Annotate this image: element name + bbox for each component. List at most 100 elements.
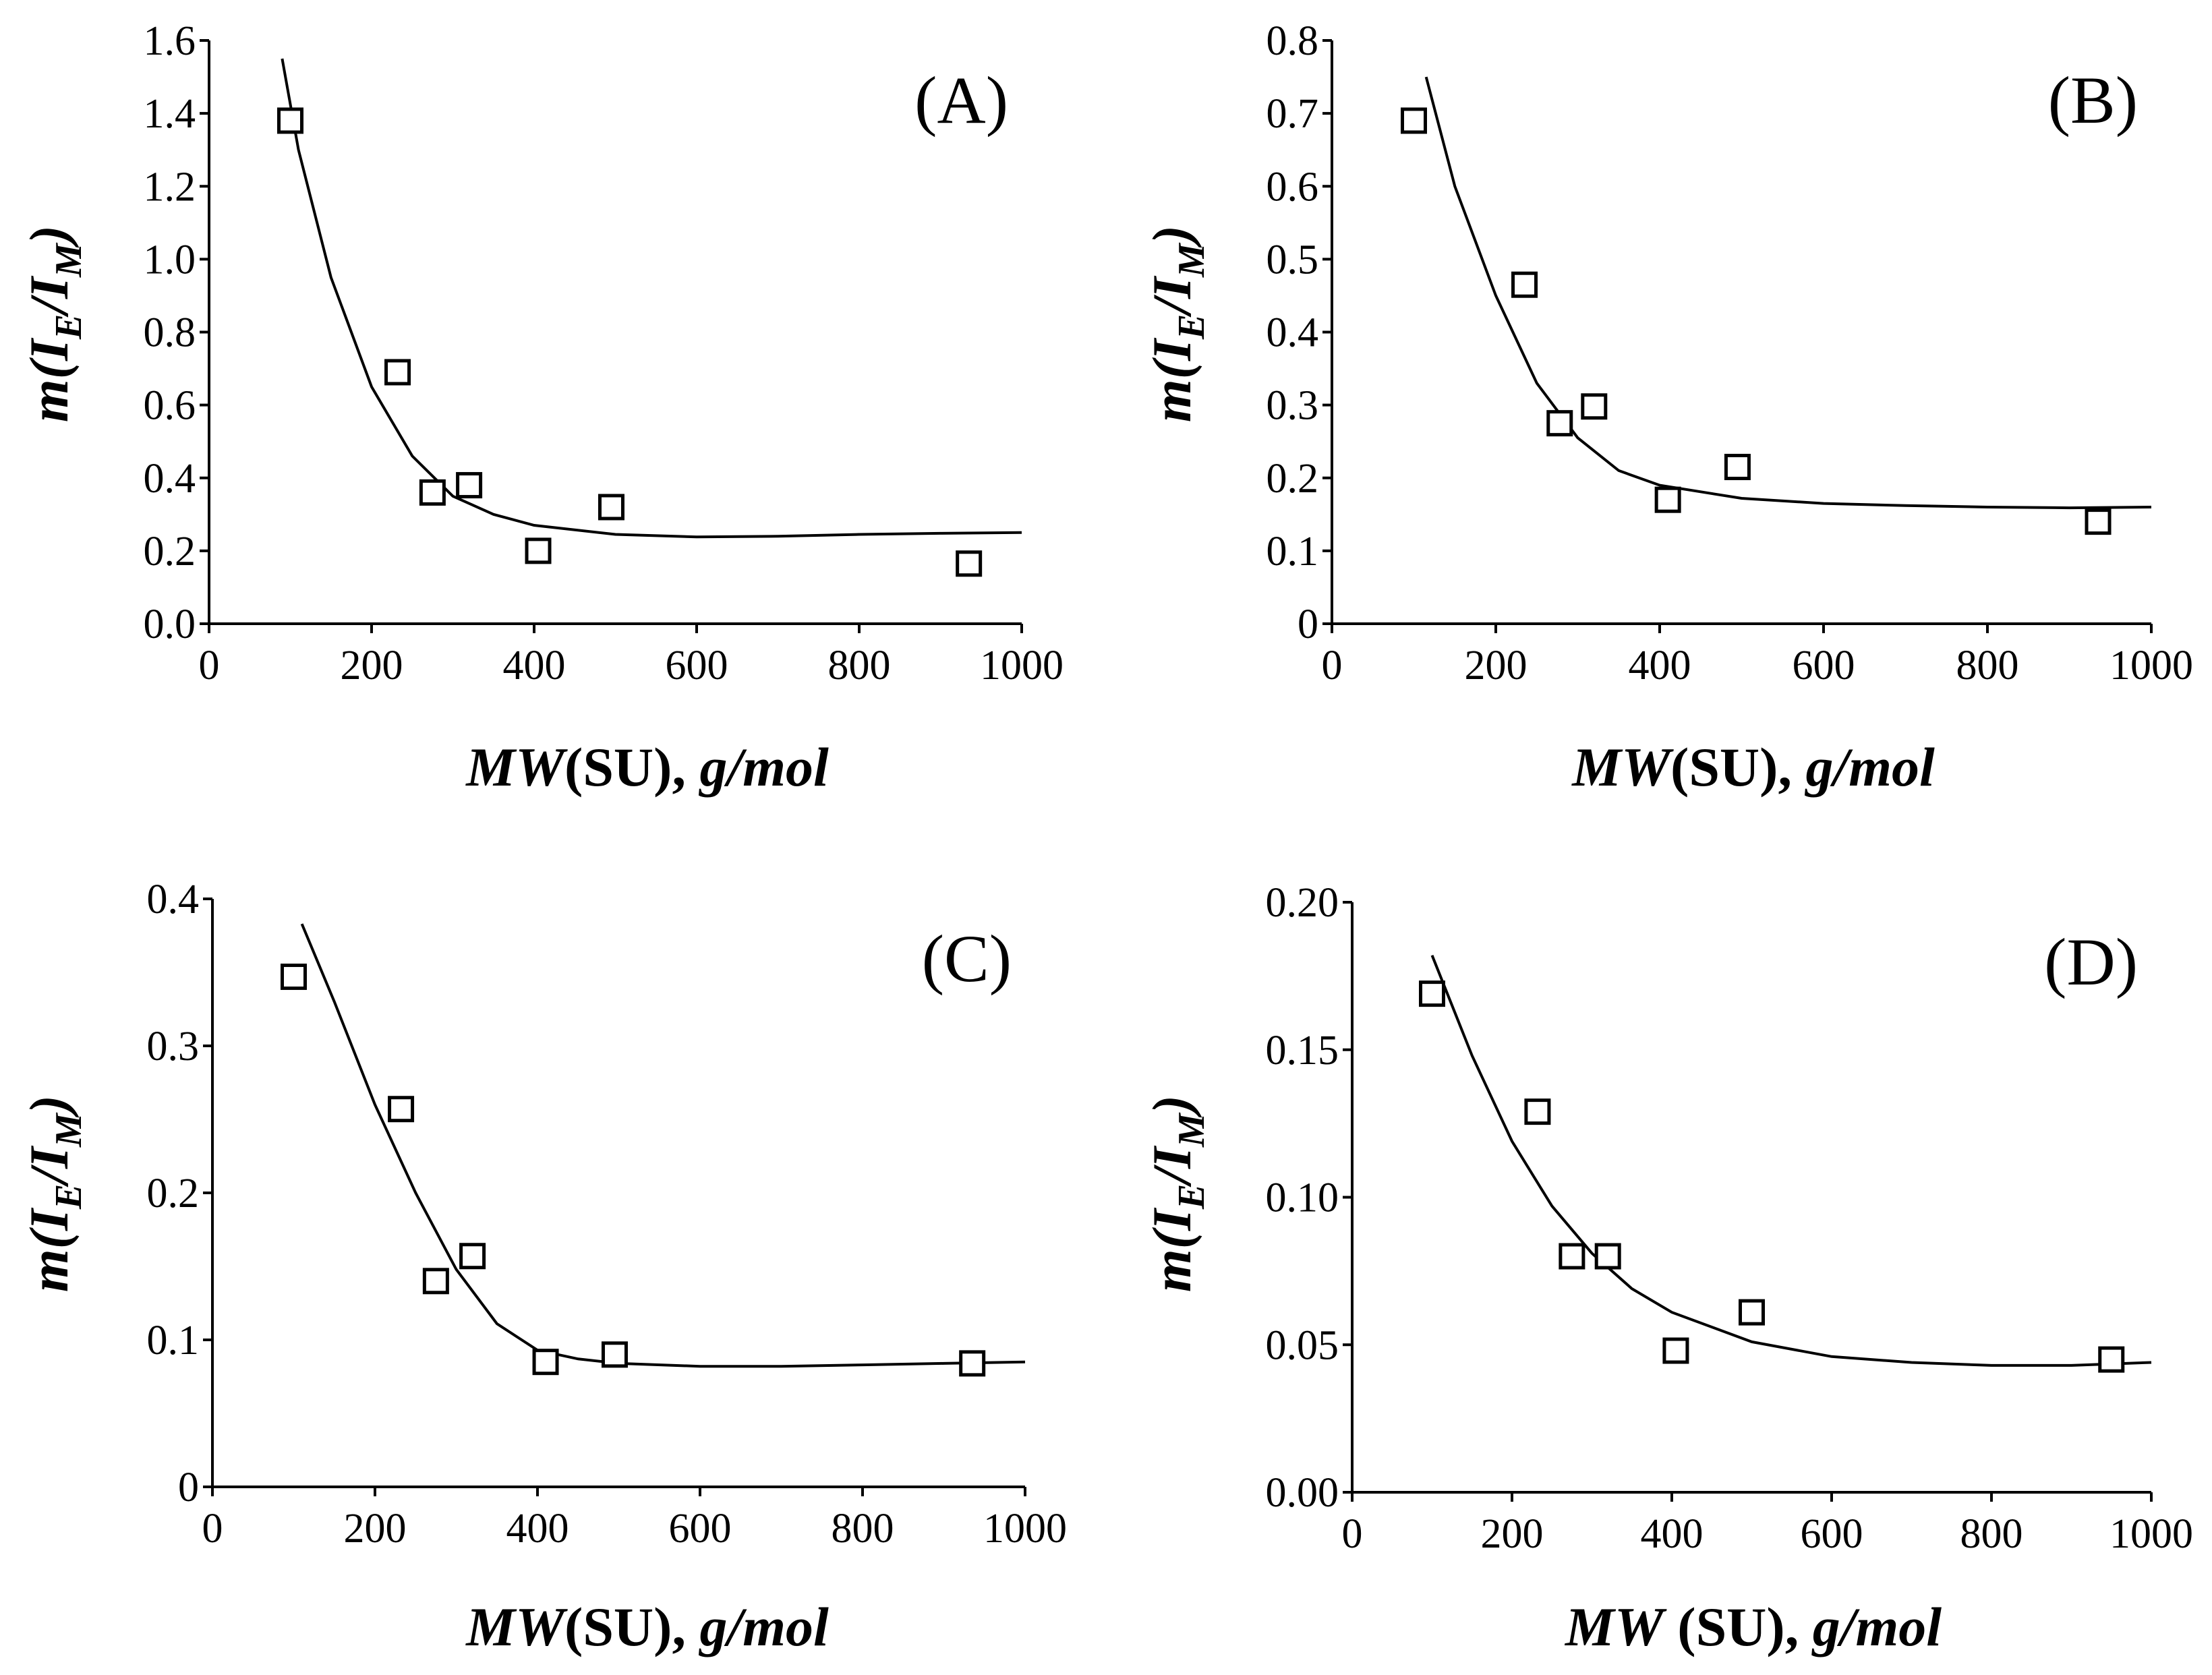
y-tick-label: 1.0 (144, 237, 196, 283)
data-point (1739, 1299, 1765, 1326)
x-tick-label: 600 (1793, 643, 1855, 688)
x-axis-title: MW(SU), g/mol (1571, 736, 1935, 798)
y-tick-label: 0 (1298, 601, 1318, 647)
x-axis-title: MW (SU), g/mol (1564, 1596, 1942, 1657)
x-tick-label: 1000 (983, 1506, 1067, 1552)
data-point (2098, 1346, 2125, 1373)
y-tick-label: 0.1 (1267, 529, 1319, 575)
x-tick-label: 600 (669, 1506, 732, 1552)
data-point (1419, 980, 1445, 1007)
data-point (1401, 107, 1427, 134)
data-point (1724, 454, 1751, 481)
data-point (422, 1268, 449, 1295)
y-tick-label: 0.3 (1267, 383, 1319, 429)
y-tick-label: 0.6 (1267, 164, 1319, 210)
x-tick-label: 400 (503, 643, 566, 688)
chart-panel-2: 0 0.1 0.2 0.3 0.4 0 200 400 600 800 1000 (C) MW(SU),… (18, 877, 1067, 1657)
x-tick-label: 800 (1960, 1511, 2023, 1557)
fit-curve (1430, 955, 2152, 1367)
y-tick-label: 0.2 (144, 529, 196, 575)
y-tick-label: 0.5 (1267, 237, 1319, 283)
y-tick-label: 1.4 (144, 91, 196, 137)
x-tick-label: 200 (1481, 1511, 1544, 1557)
y-tick-label: 0.7 (1267, 91, 1319, 137)
x-tick-label: 200 (1465, 643, 1527, 688)
panel-label: (C) (922, 921, 1012, 996)
data-point (532, 1349, 559, 1376)
panel-label: (B) (2048, 63, 2138, 138)
y-tick-label: 0.0 (144, 601, 196, 647)
y-tick-label: 0 (178, 1465, 199, 1510)
x-tick-label: 1000 (980, 643, 1064, 688)
data-point (1546, 410, 1573, 437)
y-tick-label: 0.8 (1267, 18, 1319, 64)
y-tick-label: 1.2 (144, 164, 196, 210)
x-tick-label: 800 (1956, 643, 2019, 688)
y-tick-label: 0.15 (1266, 1028, 1339, 1074)
data-point (459, 1243, 486, 1270)
data-point (1524, 1098, 1551, 1125)
x-axis-title: MW(SU), g/mol (465, 736, 829, 798)
y-tick-label: 0.4 (1267, 310, 1319, 356)
data-point (1654, 486, 1681, 513)
x-axis-title: MW(SU), g/mol (465, 1596, 829, 1657)
data-point (601, 1341, 628, 1368)
data-point (277, 107, 303, 134)
x-tick-label: 1000 (2109, 1511, 2193, 1557)
data-point (598, 494, 624, 521)
x-tick-label: 400 (1629, 643, 1691, 688)
y-tick-label: 0.1 (147, 1318, 200, 1363)
data-point (1594, 1243, 1621, 1270)
x-tick-label: 200 (341, 643, 403, 688)
y-tick-label: 0.3 (147, 1024, 200, 1069)
x-tick-label: 800 (828, 643, 891, 688)
panel-label: (D) (2044, 924, 2138, 999)
data-point (1511, 271, 1538, 298)
y-tick-label: 0.10 (1266, 1175, 1339, 1221)
y-tick-label: 0.2 (147, 1171, 200, 1216)
y-tick-label: 0.20 (1266, 880, 1339, 926)
x-tick-label: 600 (666, 643, 728, 688)
y-axis-title: m(IE/IM) (18, 225, 90, 422)
data-point (281, 964, 307, 991)
fit-curve (281, 58, 1022, 539)
data-point (1559, 1243, 1585, 1270)
data-point (1581, 393, 1608, 420)
x-tick-label: 400 (506, 1506, 569, 1552)
panel-label: (A) (914, 63, 1008, 138)
x-tick-label: 200 (344, 1506, 407, 1552)
data-point (2085, 508, 2112, 535)
chart-panel-3: 0.00 0.05 0.10 0.15 0.20 0 200 400 600 800 1000 (D)… (1141, 880, 2193, 1657)
x-tick-label: 0 (1322, 643, 1343, 688)
y-tick-label: 0.2 (1267, 456, 1319, 502)
data-point (456, 472, 483, 499)
y-tick-label: 1.6 (144, 18, 196, 64)
x-tick-label: 0 (1342, 1511, 1363, 1557)
y-axis-title: m(IE/IM) (1141, 1095, 1213, 1292)
data-point (956, 550, 983, 577)
y-tick-label: 0.05 (1266, 1322, 1339, 1368)
x-tick-label: 0 (199, 643, 220, 688)
x-tick-label: 0 (202, 1506, 223, 1552)
chart-panel-0: 0.0 0.2 0.4 0.6 0.8 1.0 1.2 1.4 1.6 0 200 400 600 800… (18, 18, 1064, 798)
x-tick-label: 800 (832, 1506, 894, 1552)
x-tick-label: 400 (1641, 1511, 1704, 1557)
y-tick-label: 0.4 (144, 456, 196, 502)
fit-curve (1424, 76, 2152, 510)
x-tick-label: 600 (1801, 1511, 1863, 1557)
data-point (525, 537, 552, 564)
data-point (959, 1350, 986, 1377)
data-point (388, 1096, 415, 1123)
data-point (419, 479, 446, 506)
chart-panel-1: 0 0.1 0.2 0.3 0.4 0.5 0.6 0.7 0.8 0 200 400 600 800 10… (1141, 18, 2193, 798)
y-tick-label: 0.00 (1266, 1470, 1339, 1516)
x-tick-label: 1000 (2109, 643, 2193, 688)
data-point (384, 359, 411, 386)
y-tick-label: 0.8 (144, 310, 196, 356)
data-point (1662, 1337, 1689, 1364)
chart-panels: 0.0 0.2 0.4 0.6 0.8 1.0 1.2 1.4 1.6 0 200 400 600 800… (18, 18, 2193, 1657)
y-axis-title: m(IE/IM) (1141, 225, 1213, 422)
y-tick-label: 0.4 (147, 877, 200, 922)
